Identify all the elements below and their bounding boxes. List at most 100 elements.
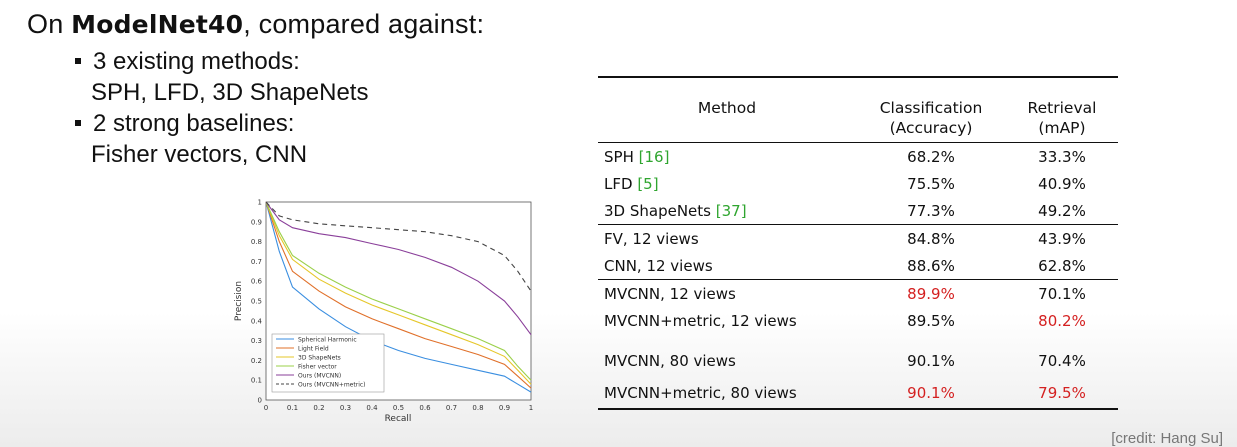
x-tick-label: 0.2: [313, 404, 324, 412]
table-row: CNN, 12 views 88.6% 62.8%: [598, 252, 1118, 280]
bullet-square-icon: [75, 119, 81, 126]
retrieval-cell-best: 80.2%: [1038, 311, 1086, 330]
classification-cell: 84.8%: [856, 224, 1006, 252]
citation-ref: [5]: [637, 174, 659, 193]
title-prefix: On: [27, 9, 72, 39]
bullet-item: 3 existing methods:: [75, 46, 368, 77]
method-cell: FV, 12 views: [598, 224, 856, 252]
legend-entry: Fisher vector: [298, 364, 337, 371]
series-line: [265, 201, 532, 389]
series-lines: [265, 201, 532, 393]
retrieval-cell: 70.1%: [1006, 279, 1118, 307]
series-line: [265, 201, 532, 385]
results-table: Method Classification (Accuracy) Retrieva…: [598, 76, 1118, 410]
method-cell: LFD [5]: [598, 170, 856, 197]
y-tick-label: 0.5: [251, 298, 262, 306]
classification-cell: 68.2%: [907, 147, 955, 166]
classification-cell: 88.6%: [907, 256, 955, 275]
bullet-square-icon: [75, 57, 81, 64]
citation-ref: [37]: [715, 201, 747, 220]
method-name: SPH: [604, 147, 639, 166]
series-line: [265, 201, 532, 381]
retrieval-cell-best: 79.5%: [1006, 378, 1118, 410]
x-tick-label: 0.1: [287, 404, 298, 412]
series-line: [265, 201, 532, 393]
x-tick-label: 0.8: [472, 404, 483, 412]
y-tick-label: 1: [258, 199, 262, 207]
y-tick-label: 0.3: [251, 337, 262, 345]
method-cell: MVCNN+metric, 12 views: [604, 311, 797, 330]
x-tick-label: 0.4: [366, 404, 378, 412]
header-classification: Classification (Accuracy): [856, 77, 1006, 143]
y-tick-label: 0.7: [251, 258, 262, 266]
slide-title: On ModelNet40, compared against:: [27, 9, 484, 40]
y-tick-label: 0.8: [251, 238, 262, 246]
precision-recall-chart: 0 0.1 0.2 0.3 0.4 0.5 0.6 0.7 0.8 0.9 1 0 0.1 0.2 0.3…: [234, 199, 533, 425]
classification-cell: 90.1%: [907, 352, 955, 370]
retrieval-cell: 49.2%: [1038, 201, 1086, 220]
bullet-item: 2 strong baselines:: [75, 108, 368, 139]
x-tick-label: 0.7: [446, 404, 457, 412]
header-retrieval: Retrieval (mAP): [1006, 77, 1118, 143]
x-tick-label: 0: [264, 404, 268, 412]
classification-cell-best: 89.9%: [856, 279, 1006, 307]
citation-ref: [16]: [638, 147, 670, 166]
header-classification-line2: (Accuracy): [889, 119, 973, 137]
y-tick-label: 0.4: [251, 317, 263, 325]
classification-cell-best: 90.1%: [856, 378, 1006, 410]
y-tick-label: 0.6: [251, 278, 263, 286]
table-row: LFD [5] 75.5% 40.9%: [598, 170, 1118, 197]
classification-cell: 89.5%: [907, 311, 955, 330]
table-row: MVCNN+metric, 80 views 90.1% 79.5%: [598, 378, 1118, 410]
table-row: FV, 12 views 84.8% 43.9%: [598, 224, 1118, 252]
y-tick-label: 0.9: [251, 218, 262, 226]
bullet-list: 3 existing methods: SPH, LFD, 3D ShapeNe…: [75, 46, 368, 170]
x-tick-label: 0.9: [499, 404, 510, 412]
x-tick-label: 0.3: [340, 404, 351, 412]
retrieval-cell: 70.4%: [1038, 352, 1086, 370]
method-cell: MVCNN, 80 views: [604, 352, 736, 370]
title-suffix: , compared against:: [243, 9, 485, 39]
table-row: MVCNN, 12 views 89.9% 70.1%: [598, 279, 1118, 307]
table-row: 3D ShapeNets [37] 77.3% 49.2%: [598, 197, 1118, 225]
legend-entry: Ours (MVCNN+metric): [298, 382, 366, 389]
chart-legend: Spherical Harmonic Light Field 3D ShapeNet…: [271, 333, 385, 393]
header-retrieval-line2: (mAP): [1038, 119, 1086, 137]
bullet-detail: Fisher vectors, CNN: [91, 141, 308, 168]
legend-entry: 3D ShapeNets: [298, 355, 341, 362]
retrieval-cell: 33.3%: [1038, 147, 1086, 166]
x-tick-label: 0.6: [419, 404, 431, 412]
retrieval-cell: 62.8%: [1038, 256, 1086, 275]
bullet-heading: 3 existing methods:: [93, 48, 300, 75]
method-cell: 3D ShapeNets [37]: [598, 197, 856, 225]
legend-entry: Spherical Harmonic: [298, 337, 357, 344]
series-line: [265, 201, 532, 292]
classification-cell: 77.3%: [907, 201, 955, 220]
method-cell: MVCNN, 12 views: [598, 279, 856, 307]
y-tick-label: 0.1: [251, 377, 262, 385]
y-axis-ticks: 0 0.1 0.2 0.3 0.4 0.5 0.6 0.7 0.8 0.9 1: [251, 199, 263, 405]
y-tick-label: 0: [258, 397, 262, 405]
retrieval-cell: 43.9%: [1006, 224, 1118, 252]
legend-entry: Light Field: [298, 346, 329, 353]
bullet-detail: SPH, LFD, 3D ShapeNets: [91, 79, 369, 106]
x-axis-label: Recall: [385, 414, 412, 424]
x-tick-label: 0.5: [393, 404, 404, 412]
bullet-heading: 2 strong baselines:: [93, 110, 295, 137]
y-axis-label: Precision: [234, 281, 244, 321]
credit-note: [credit: Hang Su]: [1111, 430, 1223, 447]
classification-cell: 75.5%: [907, 174, 955, 193]
header-method: Method: [697, 99, 757, 117]
method-name: 3D ShapeNets: [604, 201, 716, 220]
y-tick-label: 0.2: [251, 357, 262, 365]
method-name: LFD: [604, 174, 638, 193]
x-axis-ticks: 0 0.1 0.2 0.3 0.4 0.5 0.6 0.7 0.8 0.9 1: [264, 404, 533, 412]
table-header-row: Method Classification (Accuracy) Retrieva…: [598, 77, 1118, 143]
header-retrieval-line1: Retrieval: [1027, 99, 1097, 117]
method-cell: MVCNN+metric, 80 views: [598, 378, 856, 410]
title-dataset: ModelNet40: [71, 10, 244, 39]
series-line: [265, 201, 532, 336]
retrieval-cell: 40.9%: [1038, 174, 1086, 193]
table-row: SPH [16] 68.2% 33.3%: [598, 143, 1118, 171]
legend-entry: Ours (MVCNN): [298, 373, 341, 380]
